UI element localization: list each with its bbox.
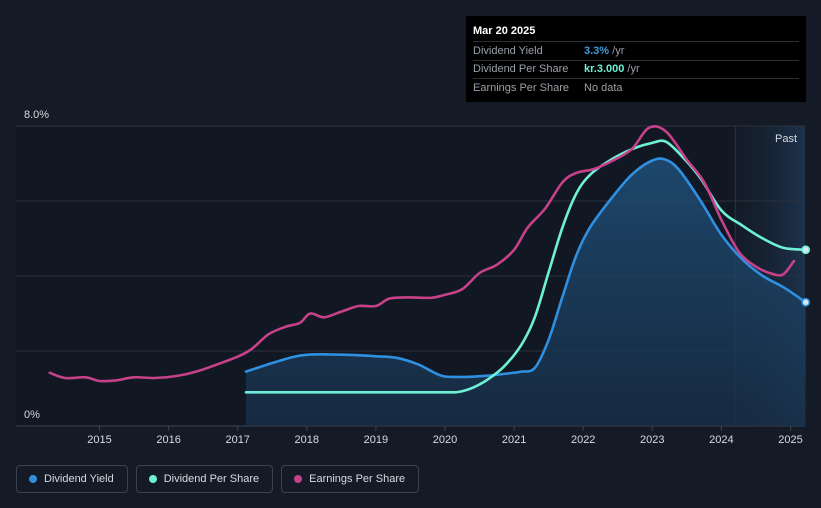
tooltip-row-earnings-per-share: Earnings Per Share No data xyxy=(473,78,799,97)
legend-label: Dividend Per Share xyxy=(163,473,260,485)
tooltip-value: No data xyxy=(584,81,623,94)
line-earnings-per-share xyxy=(48,125,796,383)
past-label: Past xyxy=(775,133,797,145)
legend-dot xyxy=(29,475,37,483)
tooltip-row-dividend-yield: Dividend Yield 3.3% /yr xyxy=(473,41,799,60)
x-tick-label: 2020 xyxy=(433,434,457,446)
x-tick-label: 2022 xyxy=(571,434,595,446)
tooltip-value: kr.3.000 xyxy=(584,63,625,76)
legend-item-earnings-per-share[interactable]: Earnings Per Share xyxy=(281,465,420,493)
x-tick-label: 2015 xyxy=(87,434,111,446)
tooltip-suffix: /yr xyxy=(609,44,625,57)
line-dividend-per-share xyxy=(244,139,807,394)
legend-item-dividend-per-share[interactable]: Dividend Per Share xyxy=(135,465,274,493)
tooltip-date: Mar 20 2025 xyxy=(473,25,536,37)
legend-label: Earnings Per Share xyxy=(309,473,406,485)
tooltip: Mar 20 2025 Dividend Yield 3.3% /yr Divi… xyxy=(466,16,806,102)
legend-item-dividend-yield[interactable]: Dividend Yield xyxy=(16,465,128,493)
legend: Dividend Yield Dividend Per Share Earnin… xyxy=(16,465,420,493)
y-top-label: 8.0% xyxy=(24,109,49,121)
x-tick-label: 2018 xyxy=(295,434,319,446)
legend-dot xyxy=(148,475,157,483)
tooltip-label: Dividend Yield xyxy=(473,44,543,57)
tooltip-label: Dividend Per Share xyxy=(473,63,569,76)
x-tick-label: 2023 xyxy=(640,434,664,446)
tooltip-label: Earnings Per Share xyxy=(473,81,569,94)
tooltip-row-dividend-per-share: Dividend Per Share kr.3.000 /yr xyxy=(473,59,799,79)
x-tick-label: 2019 xyxy=(364,434,388,446)
x-tick-label: 2021 xyxy=(502,434,526,446)
y-bottom-label: 0% xyxy=(24,409,40,421)
legend-dot xyxy=(294,475,303,483)
x-tick-label: 2017 xyxy=(225,434,249,446)
tooltip-suffix: /yr xyxy=(624,63,640,76)
area-dividend-yield xyxy=(245,158,806,426)
marker-dividend-yield xyxy=(801,297,811,307)
x-tick-label: 2025 xyxy=(778,434,802,446)
x-tick-label: 2016 xyxy=(156,434,180,446)
legend-label: Dividend Yield xyxy=(44,473,114,485)
tooltip-value: 3.3% xyxy=(584,44,610,57)
x-tick-label: 2024 xyxy=(709,434,733,446)
line-dividend-yield xyxy=(244,157,807,379)
marker-dividend-per-share xyxy=(801,245,811,255)
